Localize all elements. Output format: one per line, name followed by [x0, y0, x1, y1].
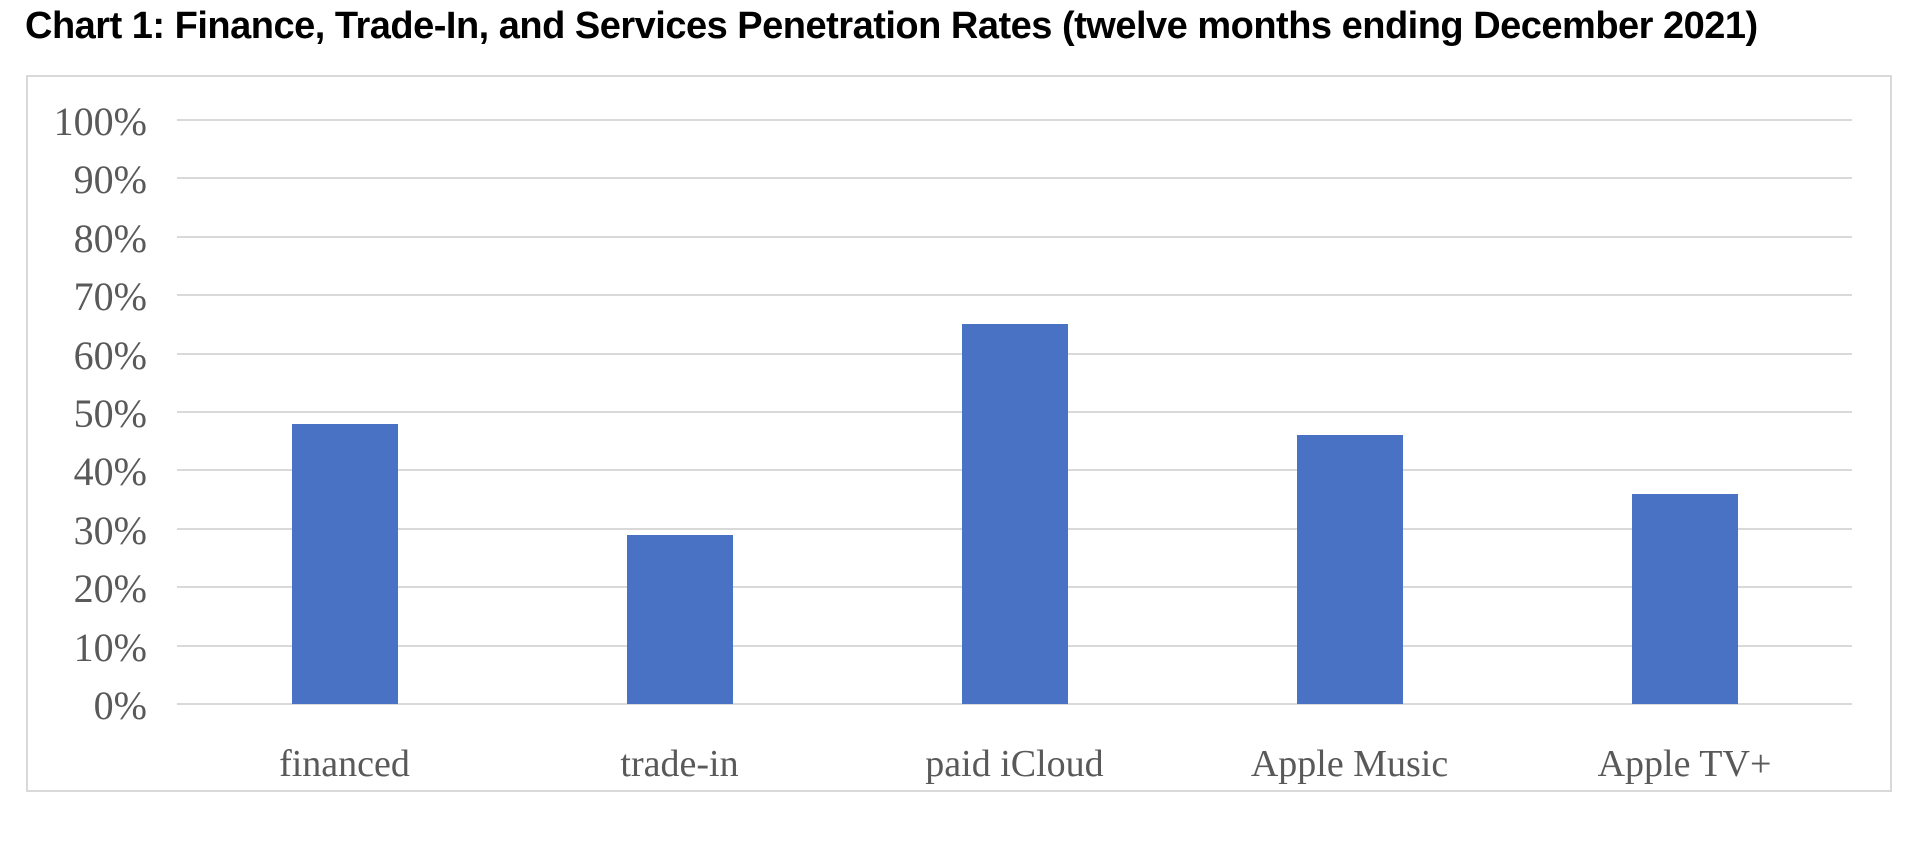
chart-title: Chart 1: Finance, Trade-In, and Services…: [25, 5, 1758, 47]
bar-apple-music: [1296, 435, 1403, 704]
y-axis-tick-label: 20%: [73, 566, 147, 612]
x-axis-category-label: paid iCloud: [925, 743, 1104, 785]
gridline: [177, 235, 1852, 238]
y-axis-tick-label: 50%: [73, 391, 147, 436]
chart-frame: 100% 90% 80% 70% 60% 50% 40% 30% 20% 10% 0% finance…: [26, 75, 1892, 792]
gridline: [177, 294, 1852, 297]
y-axis-tick-label: 10%: [73, 624, 147, 670]
y-axis-tick-label: 40%: [73, 449, 147, 495]
x-axis-category-label: Apple Music: [1250, 743, 1449, 785]
y-axis-tick-label: 100%: [53, 99, 147, 144]
y-axis-tick-label: 60%: [73, 332, 147, 378]
bar-financed: [291, 423, 398, 704]
gridline: [177, 119, 1852, 121]
x-axis-category-label: Apple TV+: [1597, 743, 1772, 785]
plot-area: 100% 90% 80% 70% 60% 50% 40% 30% 20% 10% 0% finance…: [28, 77, 1890, 790]
bar-apple-tv-: [1631, 493, 1738, 704]
y-axis-tick-label: 30%: [73, 507, 147, 553]
bar-trade-in: [626, 534, 733, 704]
y-axis-tick-label: 70%: [73, 274, 147, 320]
y-axis-tick-label: 90%: [73, 157, 147, 203]
gridline: [177, 177, 1852, 180]
bar-paid-icloud: [961, 324, 1068, 704]
x-axis-category-label: trade-in: [620, 743, 739, 785]
gridline: [177, 703, 1852, 705]
y-axis-tick-label: 80%: [73, 215, 147, 261]
y-axis-tick-label: 0%: [93, 683, 147, 728]
x-axis-category-label: financed: [279, 743, 410, 785]
